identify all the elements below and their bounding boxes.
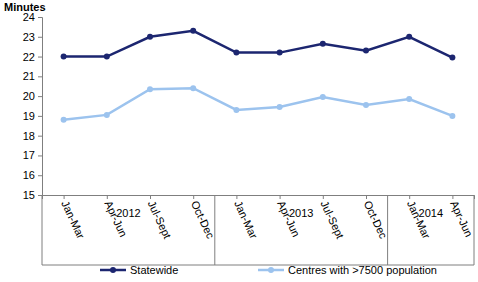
x-tick: Jul-Sept — [318, 195, 346, 240]
series-point — [363, 102, 369, 108]
year-label: 2014 — [419, 207, 443, 219]
y-tick-mark — [38, 136, 42, 137]
legend-marker — [110, 267, 116, 273]
x-tick-label: Jan-Mar — [232, 199, 260, 241]
group-separator — [387, 195, 388, 265]
legend-label: Statewide — [130, 264, 178, 276]
x-tick-mark — [150, 195, 151, 199]
series-point — [363, 48, 369, 54]
y-tick-mark — [38, 155, 42, 156]
legend-item: Statewide — [100, 264, 178, 276]
y-tick-mark — [38, 17, 42, 18]
y-tick: 15 — [23, 189, 42, 201]
x-tick: Apr-Jun — [448, 195, 475, 239]
y-tick-mark — [38, 57, 42, 58]
legend: Statewide Centres with >7500 population — [100, 264, 437, 276]
y-tick-label: 18 — [23, 130, 35, 142]
series-point — [104, 112, 110, 118]
x-tick-label: Jul-Sept — [146, 199, 174, 241]
y-tick-label: 20 — [23, 90, 35, 102]
y-tick-mark — [38, 116, 42, 117]
y-tick: 22 — [23, 51, 42, 63]
y-tick: 19 — [23, 110, 42, 122]
x-tick-mark — [409, 195, 410, 199]
y-tick-label: 22 — [23, 51, 35, 63]
y-tick-label: 16 — [23, 169, 35, 181]
chart: 15161718192021222324Jan-MarApr-JunJul-Se… — [0, 0, 478, 282]
series-point — [147, 34, 153, 40]
x-tick-mark — [452, 195, 453, 199]
x-tick-label: Apr-Jun — [448, 199, 475, 239]
y-tick-mark — [38, 195, 42, 196]
y-tick-label: 15 — [23, 189, 35, 201]
x-tick-mark — [323, 195, 324, 199]
x-tick-mark — [280, 195, 281, 199]
x-tick: Oct-Dec — [362, 195, 390, 241]
series-point — [190, 28, 196, 34]
x-axis: Jan-MarApr-JunJul-SeptOct-DecJan-MarApr-… — [43, 195, 476, 241]
year-label: 2012 — [116, 207, 140, 219]
x-tick-mark — [64, 195, 65, 199]
group-separator — [214, 195, 215, 265]
x-tick-label: Jan-Mar — [59, 199, 87, 241]
series-point — [277, 50, 283, 56]
series-line — [64, 88, 453, 120]
y-label: Minutes — [4, 1, 46, 13]
y-tick-label: 19 — [23, 110, 35, 122]
legend-marker — [268, 267, 274, 273]
x-tick: Jan-Mar — [232, 195, 260, 241]
y-tick: 17 — [23, 149, 42, 161]
x-axis-line — [43, 196, 475, 200]
x-tick: Jul-Sept — [146, 195, 174, 240]
y-tick: 23 — [23, 31, 42, 43]
x-tick-mark — [366, 195, 367, 199]
x-tick: Oct-Dec — [189, 195, 217, 241]
series-point — [61, 54, 67, 60]
plot: 15161718192021222324Jan-MarApr-JunJul-Se… — [23, 11, 475, 265]
group-separator — [42, 195, 43, 265]
series-point — [61, 117, 67, 123]
x-tick-label: Jan-Mar — [405, 199, 433, 241]
series-point — [449, 113, 455, 119]
x-tick: Jan-Mar — [59, 195, 87, 241]
x-tick-mark — [193, 195, 194, 199]
x-tick-label: Jul-Sept — [318, 199, 346, 241]
y-tick-mark — [38, 96, 42, 97]
y-tick-mark — [38, 37, 42, 38]
y-tick-label: 23 — [23, 31, 35, 43]
series-point — [233, 107, 239, 113]
series-point — [190, 85, 196, 91]
series-point — [449, 55, 455, 61]
series-group — [61, 28, 456, 123]
group-separator — [474, 195, 475, 265]
series-point — [320, 94, 326, 100]
series-point — [233, 50, 239, 56]
series-point — [277, 104, 283, 110]
x-tick-label: Oct-Dec — [189, 199, 217, 241]
y-tick: 18 — [23, 130, 42, 142]
series-line — [64, 31, 453, 58]
y-tick-mark — [38, 76, 42, 77]
y-axis: 15161718192021222324 — [23, 11, 43, 201]
legend-label: Centres with >7500 population — [288, 264, 437, 276]
legend-item: Centres with >7500 population — [258, 264, 437, 276]
y-tick-label: 21 — [23, 70, 35, 82]
x-tick-mark — [107, 195, 108, 199]
series-point — [406, 96, 412, 102]
x-tick-mark — [236, 195, 237, 199]
x-tick-label: Oct-Dec — [362, 199, 390, 241]
y-tick: 21 — [23, 70, 42, 82]
series-point — [147, 86, 153, 92]
y-tick: 20 — [23, 90, 42, 102]
y-tick-label: 17 — [23, 149, 35, 161]
series-point — [320, 41, 326, 47]
y-axis-line — [38, 18, 43, 196]
y-tick-mark — [38, 175, 42, 176]
series-point — [406, 34, 412, 40]
year-label: 2013 — [289, 207, 313, 219]
y-tick: 16 — [23, 169, 42, 181]
series-point — [104, 54, 110, 60]
